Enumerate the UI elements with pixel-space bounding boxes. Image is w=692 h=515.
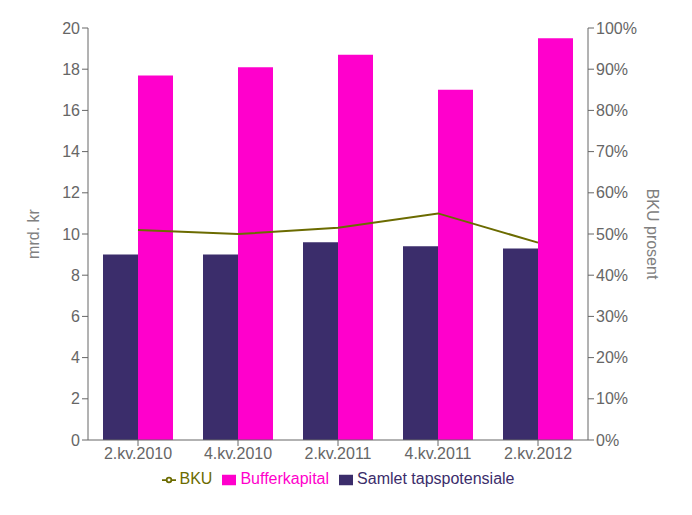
html-text:Bufferkapital: Bufferkapital bbox=[240, 470, 330, 487]
svg-text:30%: 30% bbox=[596, 308, 628, 325]
svg-text:20: 20 bbox=[62, 20, 80, 37]
svg-text:4.kv.2010: 4.kv.2010 bbox=[204, 445, 272, 462]
svg-text:12: 12 bbox=[62, 184, 80, 201]
svg-text:4: 4 bbox=[71, 349, 80, 366]
svg-text:6: 6 bbox=[71, 308, 80, 325]
svg-text:BKU prosent: BKU prosent bbox=[644, 189, 661, 280]
svg-text:70%: 70% bbox=[596, 143, 628, 160]
svg-text:40%: 40% bbox=[596, 267, 628, 284]
svg-text:20%: 20% bbox=[596, 349, 628, 366]
svg-text:60%: 60% bbox=[596, 184, 628, 201]
svg-text:50%: 50% bbox=[596, 226, 628, 243]
svg-text:0: 0 bbox=[71, 432, 80, 449]
svg-text:100%: 100% bbox=[596, 20, 637, 37]
svg-text:90%: 90% bbox=[596, 61, 628, 78]
svg-text:2.kv.2011: 2.kv.2011 bbox=[304, 445, 371, 462]
svg-text:0%: 0% bbox=[596, 432, 619, 449]
svg-text:2: 2 bbox=[71, 390, 80, 407]
svg-text:10%: 10% bbox=[596, 390, 628, 407]
svg-text:10: 10 bbox=[62, 226, 80, 243]
svg-text:2.kv.2010: 2.kv.2010 bbox=[104, 445, 172, 462]
svg-text:18: 18 bbox=[62, 61, 80, 78]
svg-text:14: 14 bbox=[62, 143, 80, 160]
svg-text:2.kv.2012: 2.kv.2012 bbox=[504, 445, 572, 462]
html-text:Samlet tapspotensiale: Samlet tapspotensiale bbox=[357, 470, 515, 487]
svg-text:80%: 80% bbox=[596, 102, 628, 119]
svg-text:4.kv.2011: 4.kv.2011 bbox=[404, 445, 471, 462]
svg-text:mrd. kr: mrd. kr bbox=[25, 208, 42, 258]
svg-text:16: 16 bbox=[62, 102, 80, 119]
html-text:BKU: BKU bbox=[179, 470, 213, 487]
svg-text:8: 8 bbox=[71, 267, 80, 284]
